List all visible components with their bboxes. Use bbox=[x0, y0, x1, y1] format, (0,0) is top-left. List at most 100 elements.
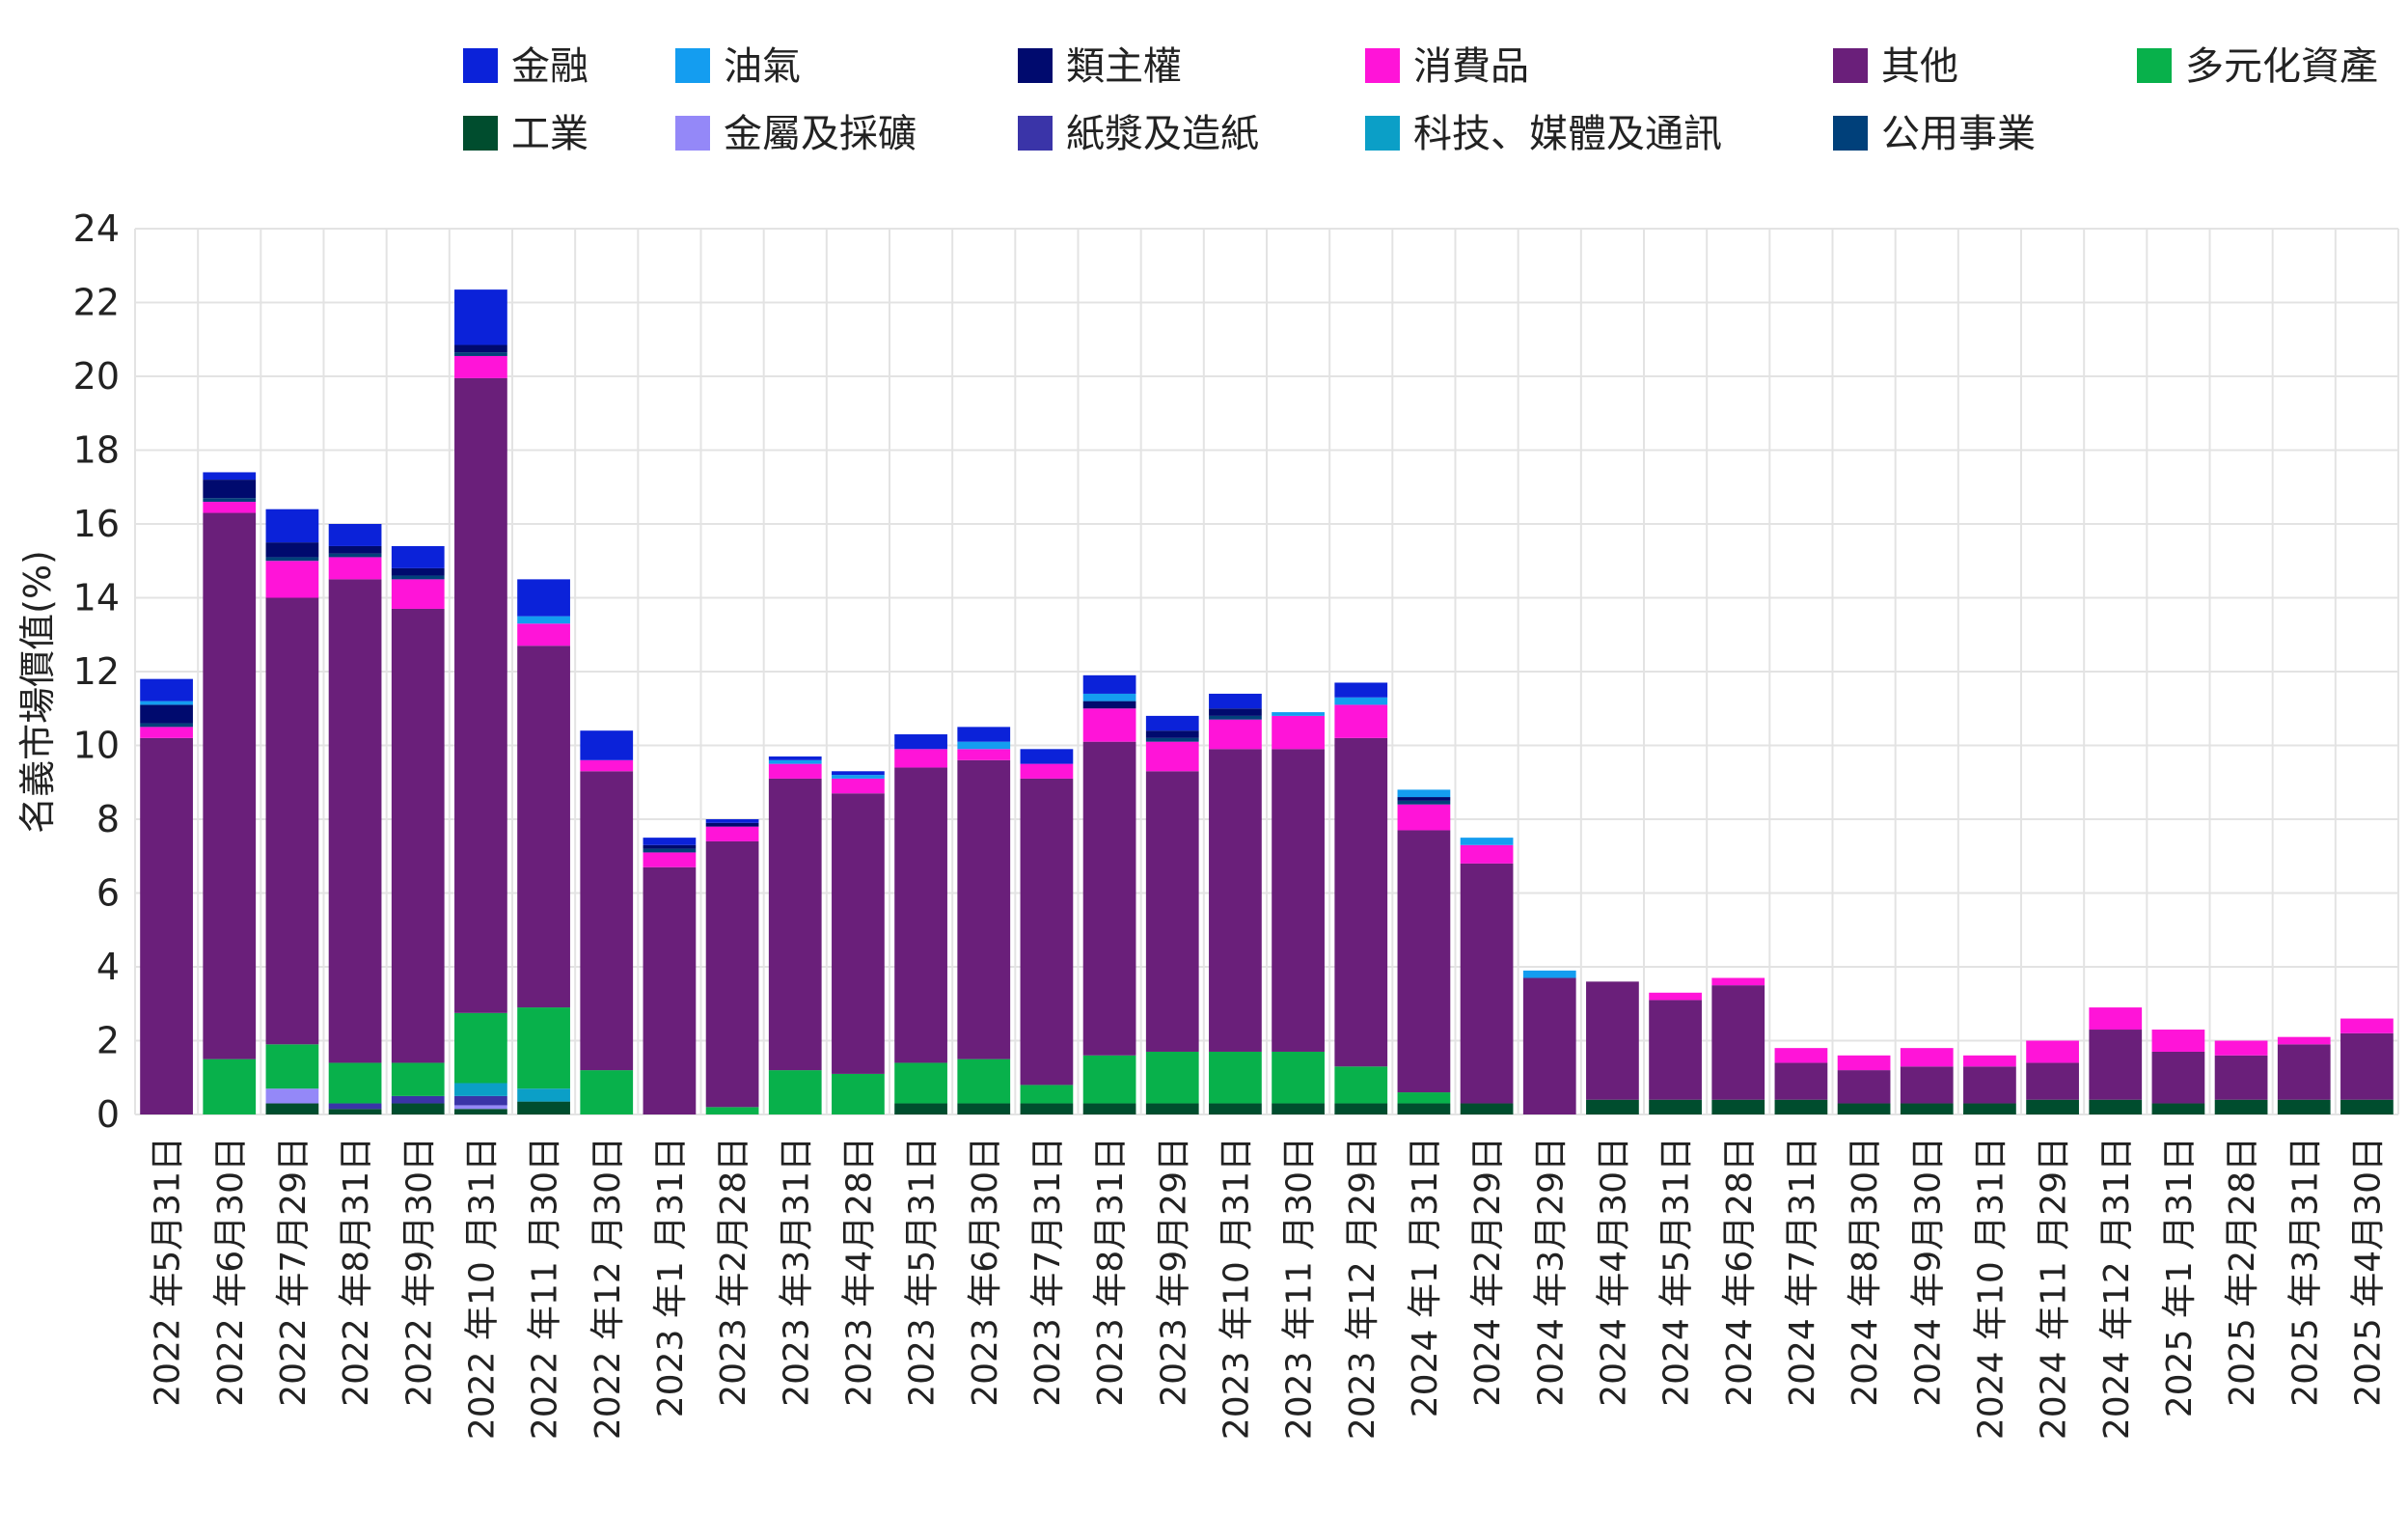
bar-stack-14 bbox=[1020, 749, 1074, 1114]
bar-segment-12-6 bbox=[894, 749, 947, 768]
legend-label-4: 其他 bbox=[1881, 44, 1958, 89]
bar-stack-34 bbox=[2277, 1036, 2331, 1114]
bar-segment-29-6 bbox=[1963, 1055, 2016, 1067]
legend-item-1: 油氣 bbox=[675, 44, 801, 89]
bar-segment-19-5 bbox=[1334, 737, 1388, 1067]
bar-segment-6-6 bbox=[517, 623, 570, 646]
legend-swatch-0 bbox=[463, 48, 498, 83]
bar-segment-12-10 bbox=[894, 734, 947, 750]
bar-stack-35 bbox=[2340, 1018, 2394, 1114]
bar-segment-25-5 bbox=[1711, 985, 1765, 1100]
legend-label-3: 消費品 bbox=[1413, 44, 1529, 89]
bar-segment-8-6 bbox=[643, 852, 697, 867]
bar-segment-31-5 bbox=[2089, 1030, 2143, 1100]
bar-segment-6-10 bbox=[517, 579, 570, 617]
bar-stack-33 bbox=[2214, 1040, 2268, 1114]
bar-segment-27-0 bbox=[1837, 1103, 1891, 1114]
bar-segment-19-9 bbox=[1334, 697, 1388, 705]
bar-segment-4-0 bbox=[391, 1103, 445, 1114]
bar-segment-7-4 bbox=[580, 1070, 634, 1114]
bar-segment-0-9 bbox=[140, 701, 193, 705]
bar-segment-32-0 bbox=[2151, 1103, 2205, 1114]
bar-segment-21-5 bbox=[1460, 863, 1514, 1104]
bar-segment-24-6 bbox=[1649, 992, 1702, 1001]
x-tick-label-18: 2023 年11 月30日 bbox=[1280, 1137, 1320, 1440]
x-tick-label-23: 2024 年4月30日 bbox=[1594, 1137, 1633, 1407]
bar-stack-22 bbox=[1522, 970, 1576, 1114]
bar-segment-21-9 bbox=[1460, 838, 1514, 845]
legend-item-9: 科技、媒體及通訊 bbox=[1365, 112, 1722, 156]
bar-segment-2-8 bbox=[265, 542, 319, 558]
bars bbox=[140, 289, 2394, 1114]
bar-segment-1-8 bbox=[203, 480, 257, 499]
bar-segment-20-4 bbox=[1397, 1092, 1451, 1104]
bar-stack-0 bbox=[140, 678, 193, 1114]
bar-segment-16-7 bbox=[1145, 737, 1199, 742]
bar-segment-11-4 bbox=[832, 1073, 885, 1114]
legend-label-8: 紙漿及造紙 bbox=[1066, 112, 1259, 156]
bar-stack-2 bbox=[265, 509, 319, 1114]
bar-segment-4-2 bbox=[391, 1095, 445, 1104]
legend-swatch-9 bbox=[1365, 116, 1400, 151]
bar-segment-33-0 bbox=[2214, 1099, 2268, 1114]
x-tick-label-10: 2023 年3月31日 bbox=[777, 1137, 816, 1407]
bar-stack-3 bbox=[328, 524, 382, 1114]
bar-segment-24-0 bbox=[1649, 1099, 1702, 1114]
bar-segment-5-6 bbox=[454, 355, 507, 378]
bar-segment-17-7 bbox=[1209, 715, 1262, 720]
bar-stack-12 bbox=[894, 734, 947, 1114]
x-tick-label-29: 2024 年10 月31日 bbox=[1971, 1137, 2011, 1440]
legend-label-6: 工業 bbox=[511, 112, 588, 156]
bar-stack-13 bbox=[957, 727, 1011, 1114]
bar-segment-3-4 bbox=[328, 1062, 382, 1104]
x-tick-label-32: 2025 年1 月31日 bbox=[2160, 1137, 2200, 1417]
y-tick-label-9: 18 bbox=[73, 429, 120, 472]
y-tick-label-6: 12 bbox=[73, 650, 120, 693]
bar-segment-5-1 bbox=[454, 1105, 507, 1110]
bar-segment-35-0 bbox=[2340, 1099, 2394, 1114]
bar-segment-35-5 bbox=[2340, 1032, 2394, 1100]
bar-segment-26-0 bbox=[1774, 1099, 1828, 1114]
bar-segment-16-10 bbox=[1145, 715, 1199, 731]
x-tick-label-30: 2024 年11 月29日 bbox=[2035, 1137, 2074, 1440]
bar-stack-18 bbox=[1272, 712, 1325, 1114]
legend-swatch-6 bbox=[463, 116, 498, 151]
grid bbox=[134, 228, 2399, 1115]
legend-label-5: 多元化資產 bbox=[2185, 44, 2378, 89]
bar-segment-18-4 bbox=[1272, 1051, 1325, 1104]
bar-stack-11 bbox=[832, 771, 885, 1114]
y-axis-label: 名義市場價值(%) bbox=[16, 550, 59, 834]
bar-segment-3-7 bbox=[328, 553, 382, 558]
bar-segment-29-0 bbox=[1963, 1103, 2016, 1114]
bar-stack-25 bbox=[1711, 977, 1765, 1114]
bar-stack-9 bbox=[705, 819, 759, 1114]
bar-segment-7-10 bbox=[580, 730, 634, 760]
bar-segment-10-10 bbox=[768, 756, 822, 760]
bar-segment-8-7 bbox=[643, 848, 697, 853]
bar-stack-27 bbox=[1837, 1055, 1891, 1114]
bar-segment-20-9 bbox=[1397, 789, 1451, 798]
bar-segment-14-4 bbox=[1020, 1085, 1074, 1104]
bar-segment-5-7 bbox=[454, 352, 507, 356]
bar-segment-19-6 bbox=[1334, 704, 1388, 738]
bar-segment-34-6 bbox=[2277, 1036, 2331, 1045]
x-tick-label-26: 2024 年7月31日 bbox=[1783, 1137, 1822, 1407]
bar-segment-6-3 bbox=[517, 1088, 570, 1102]
bar-segment-16-0 bbox=[1145, 1103, 1199, 1114]
legend-item-0: 金融 bbox=[463, 44, 588, 89]
bar-segment-27-6 bbox=[1837, 1055, 1891, 1071]
bar-segment-5-4 bbox=[454, 1012, 507, 1084]
bar-segment-6-5 bbox=[517, 646, 570, 1008]
legend-item-5: 多元化資產 bbox=[2137, 44, 2378, 89]
bar-segment-13-6 bbox=[957, 749, 1011, 760]
x-tick-label-7: 2022 年12 月30日 bbox=[588, 1137, 628, 1440]
x-tick-label-14: 2023 年7月31日 bbox=[1028, 1137, 1068, 1407]
y-tick-label-3: 6 bbox=[96, 872, 120, 915]
bar-segment-10-5 bbox=[768, 778, 822, 1071]
legend-label-7: 金屬及採礦 bbox=[724, 112, 917, 156]
bar-segment-15-6 bbox=[1082, 708, 1136, 742]
bar-segment-14-10 bbox=[1020, 749, 1074, 764]
bar-segment-28-0 bbox=[1900, 1103, 1954, 1114]
